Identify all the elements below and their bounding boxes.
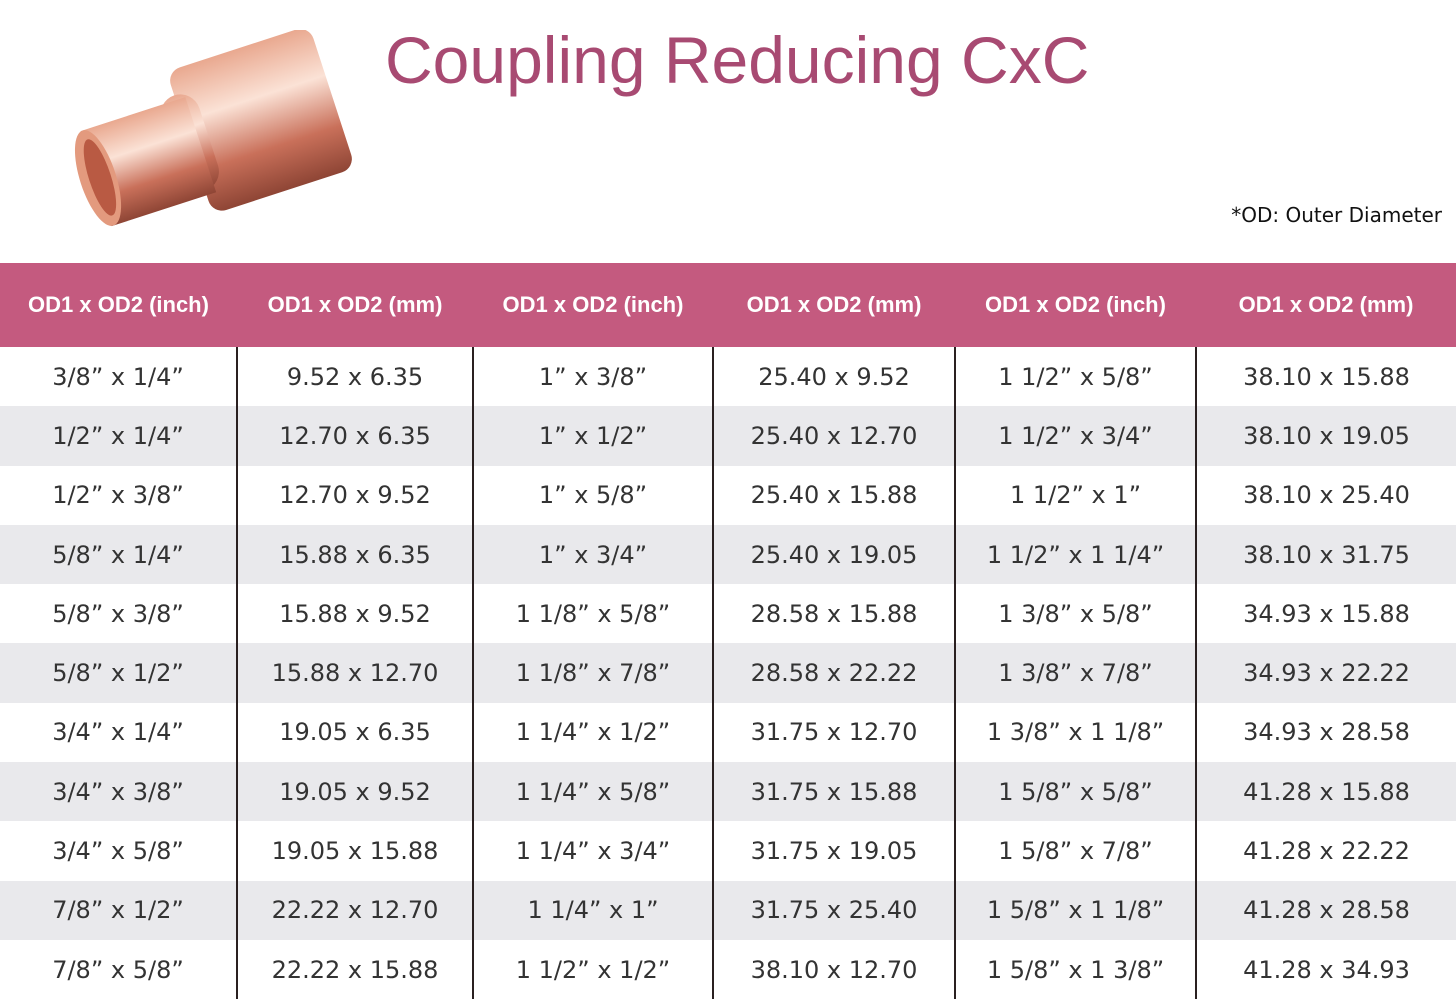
table-cell: 38.10 x 31.75 — [1195, 524, 1456, 585]
table-cell: 9.52 x 6.35 — [236, 347, 473, 407]
table-row: 7/8” x 5/8” 22.22 x 15.88 1 1/2” x 1/2” 38.… — [0, 939, 1456, 1000]
table-cell: 1” x 1/2” — [472, 406, 713, 466]
table-cell: 1/2” x 3/8” — [52, 481, 184, 510]
table-cell: 1 3/8” x 1 1/8” — [954, 702, 1196, 763]
table-cell: 1 1/8” x 5/8” — [472, 584, 713, 644]
table-cell: 1 1/2” x 3/4” — [954, 406, 1196, 466]
table-cell: 5/8” x 1/4” — [0, 524, 237, 585]
table-cell: 34.93 x 22.22 — [1195, 643, 1456, 703]
table-cell: 1 5/8” x 5/8” — [954, 762, 1196, 822]
table-cell: 31.75 x 19.05 — [712, 821, 955, 881]
table-cell: 3/8” x 1/4” — [52, 362, 184, 391]
table-cell: 31.75 x 25.40 — [712, 880, 955, 940]
table-row: 5/8” x 3/8” 15.88 x 9.52 1 1/8” x 5/8” 28.5… — [0, 584, 1456, 644]
product-image — [74, 30, 352, 227]
table-cell: 3/4” x 1/4” — [52, 718, 184, 747]
table-cell: 22.22 x 15.88 — [236, 939, 473, 1000]
table-cell: 7/8” x 1/2” — [0, 880, 237, 940]
table-cell: 1 5/8” x 1 1/8” — [954, 880, 1196, 940]
table-cell: 28.58 x 15.88 — [712, 584, 955, 644]
table-cell: 1 1/2” x 5/8” — [954, 347, 1196, 407]
table-cell: 1 5/8” x 7/8” — [954, 821, 1196, 881]
table-row: 7/8” x 1/2” 22.22 x 12.70 1 1/4” x 1” 31.75… — [0, 880, 1456, 940]
table-cell: 1 1/4” x 1” — [472, 880, 713, 940]
table-cell: 1/2” x 1/4” — [0, 406, 237, 466]
table-cell: 19.05 x 6.35 — [236, 702, 473, 763]
table-row: 5/8” x 1/2” 15.88 x 12.70 1 1/8” x 7/8” 28.… — [0, 643, 1456, 703]
table-cell: 25.40 x 19.05 — [712, 524, 955, 585]
table-cell: 38.10 x 25.40 — [1195, 465, 1456, 525]
table-cell: 25.40 x 9.52 — [712, 347, 955, 407]
table-cell: 31.75 x 12.70 — [712, 702, 955, 763]
table-cell: 34.93 x 15.88 — [1195, 584, 1456, 644]
table-cell: 28.58 x 22.22 — [712, 643, 955, 703]
table-cell: 38.10 x 15.88 — [1195, 347, 1456, 407]
table-cell: 15.88 x 12.70 — [236, 643, 473, 703]
table-cell: 7/8” x 5/8” — [52, 955, 184, 984]
table-cell: 38.10 x 12.70 — [712, 939, 955, 1000]
size-table: OD1 x OD2 (inch) OD1 x OD2 (mm) OD1 x OD2 … — [0, 263, 1456, 1000]
table-cell: 15.88 x 6.35 — [236, 524, 473, 585]
table-row: 3/4” x 5/8” 19.05 x 15.88 1 1/4” x 3/4” 31.… — [0, 821, 1456, 881]
note: *OD: Outer Diameter — [1231, 203, 1442, 227]
column-header: OD1 x OD2 (mm) — [1196, 263, 1456, 347]
table-row: 3/4” x 3/8” 19.05 x 9.52 1 1/4” x 5/8” 31.7… — [0, 762, 1456, 822]
table-row: 3/8” x 1/4” 9.52 x 6.35 1” x 3/8” 25.40 x 9… — [0, 347, 1456, 407]
column-header: OD1 x OD2 (inch) — [0, 263, 237, 347]
table-cell: 1 1/2” x 1 1/4” — [954, 524, 1196, 585]
table-cell: 31.75 x 15.88 — [712, 762, 955, 822]
header-row: OD1 x OD2 (inch) OD1 x OD2 (mm) OD1 x OD2 … — [0, 263, 1456, 347]
title: Coupling Reducing CxC — [385, 23, 1090, 97]
table-cell: 3/4” x 3/8” — [0, 762, 237, 822]
table-row: 1/2” x 3/8” 12.70 x 9.52 1” x 5/8” 25.40 x … — [0, 465, 1456, 525]
column-header: OD1 x OD2 (inch) — [955, 263, 1196, 347]
table-cell: 41.28 x 34.93 — [1195, 939, 1456, 1000]
table-cell: 25.40 x 15.88 — [712, 465, 955, 525]
table-cell: 41.28 x 15.88 — [1195, 762, 1456, 822]
table-cell: 22.22 x 12.70 — [236, 880, 473, 940]
table-cell: 1 5/8” x 1 3/8” — [954, 939, 1196, 1000]
table-row: 5/8” x 1/4” 15.88 x 6.35 1” x 3/4” 25.40 x … — [0, 524, 1456, 585]
column-header: OD1 x OD2 (inch) — [473, 263, 713, 347]
column-header: OD1 x OD2 (mm) — [237, 263, 473, 347]
table-cell: 1 1/2” x 1” — [954, 465, 1196, 525]
table-cell: 12.70 x 6.35 — [236, 406, 473, 466]
column-header: OD1 x OD2 (mm) — [713, 263, 955, 347]
table-cell: 5/8” x 3/8” — [52, 599, 184, 628]
table-cell: 41.28 x 22.22 — [1195, 821, 1456, 881]
table-cell: 1 1/2” x 1/2” — [472, 939, 713, 1000]
table-cell: 1 1/4” x 3/4” — [472, 821, 713, 881]
table-cell: 1 3/8” x 5/8” — [954, 584, 1196, 644]
table-cell: 19.05 x 9.52 — [236, 762, 473, 822]
table-cell: 1” x 3/8” — [472, 347, 713, 407]
table-cell: 12.70 x 9.52 — [236, 465, 473, 525]
table-cell: 1” x 5/8” — [472, 465, 713, 525]
table-cell: 38.10 x 19.05 — [1195, 406, 1456, 466]
table-cell: 5/8” x 1/2” — [0, 643, 237, 703]
table-cell: 1” x 3/4” — [472, 524, 713, 585]
table-cell: 41.28 x 28.58 — [1195, 880, 1456, 940]
table-cell: 3/4” x 5/8” — [52, 837, 184, 866]
table-cell: 15.88 x 9.52 — [236, 584, 473, 644]
table-row: 3/4” x 1/4” 19.05 x 6.35 1 1/4” x 1/2” 31.7… — [0, 702, 1456, 763]
table-row: 1/2” x 1/4” 12.70 x 6.35 1” x 1/2” 25.40 x … — [0, 406, 1456, 466]
table-cell: 1 3/8” x 7/8” — [954, 643, 1196, 703]
table-cell: 1 1/8” x 7/8” — [472, 643, 713, 703]
table-cell: 25.40 x 12.70 — [712, 406, 955, 466]
table-cell: 19.05 x 15.88 — [236, 821, 473, 881]
table-cell: 1 1/4” x 1/2” — [472, 702, 713, 763]
table-cell: 1 1/4” x 5/8” — [472, 762, 713, 822]
table-cell: 34.93 x 28.58 — [1195, 702, 1456, 763]
